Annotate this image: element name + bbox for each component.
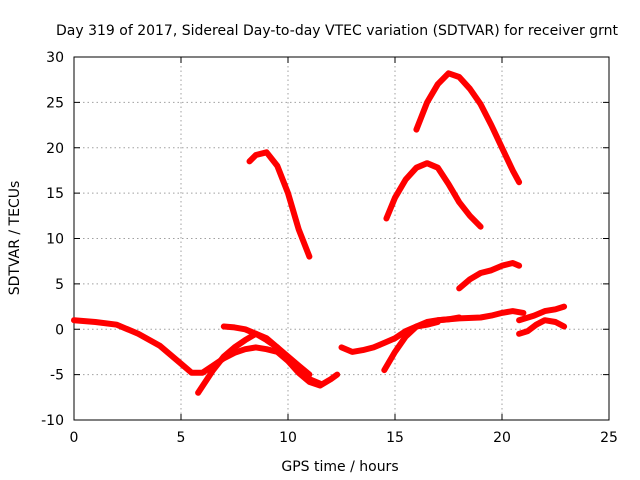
series-track-10 [383, 160, 484, 230]
chart-title: Day 319 of 2017, Sidereal Day-to-day VTE… [56, 23, 618, 39]
y-tick-label: 5 [55, 277, 64, 293]
axis-ticks: 0 5 10 15 20 25 -10 -5 0 5 10 15 20 25 30 [41, 50, 618, 446]
series-track-11 [413, 70, 523, 186]
x-tick-label: 25 [600, 430, 618, 446]
series-track-7 [434, 308, 527, 324]
x-tick-label: 10 [279, 430, 297, 446]
y-tick-label: 20 [46, 141, 64, 157]
series-track-3 [220, 323, 313, 378]
x-tick-label: 0 [70, 430, 79, 446]
series-track-4 [246, 149, 313, 260]
y-tick-label: 0 [55, 322, 64, 338]
y-tick-label: 15 [46, 186, 64, 202]
series-track-8 [516, 303, 568, 324]
y-tick-label: 25 [46, 95, 64, 111]
y-tick-label: 30 [46, 50, 64, 66]
x-tick-label: 5 [177, 430, 186, 446]
x-tick-label: 15 [386, 430, 404, 446]
y-tick-label: -5 [50, 368, 64, 384]
series-layer [71, 70, 568, 396]
x-axis-label: GPS time / hours [281, 459, 398, 475]
y-tick-label: -10 [41, 413, 64, 429]
series-track-12 [456, 260, 523, 292]
y-axis-label: SDTVAR / TECUs [7, 181, 23, 296]
y-tick-label: 10 [46, 232, 64, 248]
x-tick-label: 20 [493, 430, 511, 446]
series-track-9 [516, 317, 568, 337]
